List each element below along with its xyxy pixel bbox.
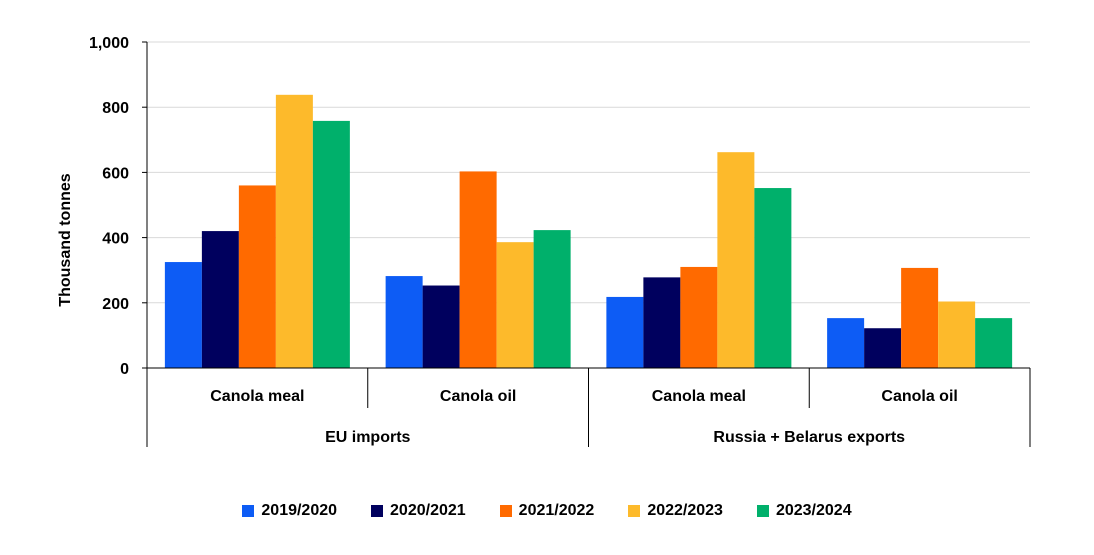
bar (385, 276, 423, 368)
y-tick-label: 800 (102, 100, 129, 117)
x-group-label: EU imports (325, 429, 410, 446)
legend-swatch (628, 505, 641, 517)
bars (164, 94, 1013, 368)
legend-item: 2023/2024 (756, 502, 852, 520)
y-tick-label: 600 (102, 165, 129, 182)
y-tick-label: 1,000 (89, 35, 129, 52)
bar (201, 231, 239, 368)
bar (312, 120, 350, 368)
y-tick-label: 200 (102, 296, 129, 313)
bar (938, 301, 976, 368)
bar (717, 152, 755, 368)
legend-item: 2019/2020 (242, 502, 337, 520)
legend-swatch (242, 505, 255, 517)
legend: 2019/2020 2020/2021 2021/2022 2022/2023 2023… (0, 498, 1094, 524)
legend-item: 2022/2023 (628, 502, 723, 520)
legend-label: 2023/2024 (775, 502, 852, 519)
legend-label: 2020/2021 (390, 502, 466, 519)
axes (142, 41, 1031, 447)
y-tick-label: 400 (102, 231, 129, 248)
legend-label: 2019/2020 (261, 502, 338, 519)
legend-swatch (756, 505, 769, 517)
bar (275, 94, 313, 368)
bar (238, 185, 276, 368)
bar (164, 262, 202, 368)
bar (901, 267, 939, 368)
bar (422, 285, 460, 368)
bar (680, 266, 718, 368)
legend-label: 2022/2023 (647, 502, 723, 519)
y-tick-label: 0 (120, 361, 129, 378)
y-axis-title: Thousand tonnes (57, 173, 74, 306)
x-category-label: Canola meal (652, 388, 746, 405)
legend-swatch (371, 505, 384, 517)
bar (975, 318, 1013, 368)
bar (827, 318, 865, 368)
bar (754, 188, 792, 368)
y-tick-labels: 0 200 400 600 800 1,000 (89, 35, 129, 378)
legend-label: 2021/2022 (518, 502, 595, 519)
bar (533, 230, 571, 368)
x-category-labels: Canola meal Canola oil Canola meal Canola o… (210, 388, 958, 446)
legend-item: 2021/2022 (499, 502, 595, 520)
bar (496, 242, 534, 368)
legend-item: 2020/2021 (371, 502, 466, 520)
x-group-label: Russia + Belarus exports (713, 429, 905, 446)
bar (643, 277, 681, 368)
chart: 0 200 400 600 800 1,000 Canola meal Canola oil… (57, 35, 1031, 447)
bar (459, 171, 497, 368)
legend-swatch (499, 505, 512, 517)
bar (606, 296, 644, 368)
x-category-label: Canola oil (881, 388, 957, 405)
x-category-label: Canola oil (440, 388, 516, 405)
x-category-label: Canola meal (210, 388, 304, 405)
bar (864, 328, 902, 368)
